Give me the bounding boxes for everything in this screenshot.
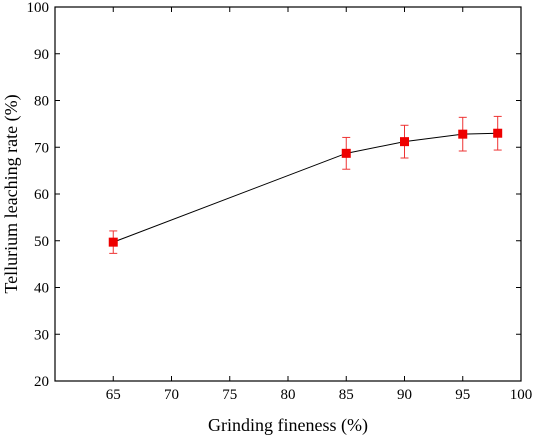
x-tick-label: 95 [455,387,470,403]
x-tick-label: 70 [164,387,179,403]
x-tick-label: 85 [339,387,354,403]
series-layer [108,115,503,254]
plot-frame [54,6,522,382]
data-point [458,116,468,152]
x-tick-label: 100 [510,387,533,403]
square-marker [458,129,468,139]
x-tick-label: 75 [222,387,237,403]
tick-labels: 65 70 75 80 85 90 95 100 20 30 40 50 60 70 80 90 100 [27,0,533,403]
y-tick-label: 60 [34,187,49,203]
square-marker [341,148,351,158]
data-point [341,136,351,170]
y-tick-label: 50 [34,234,49,250]
square-marker [400,137,409,147]
square-marker [108,237,118,247]
y-tick-label: 20 [34,374,49,390]
ticks [55,6,522,382]
x-tick-label: 90 [397,387,412,403]
square-marker [493,128,503,138]
y-axis-title: Tellurium leaching rate (%) [1,94,22,293]
series-line [113,132,498,243]
data-point [400,124,409,159]
y-tick-label: 80 [34,94,49,110]
data-point [493,115,503,151]
y-tick-label: 90 [34,47,49,63]
data-point [108,230,118,254]
y-tick-label: 100 [27,0,50,16]
x-tick-label: 65 [106,387,121,403]
x-tick-label: 80 [281,387,296,403]
y-tick-label: 70 [34,140,49,156]
y-tick-label: 30 [34,327,49,343]
y-tick-label: 40 [34,281,49,297]
x-axis-title: Grinding fineness (%) [208,415,368,436]
